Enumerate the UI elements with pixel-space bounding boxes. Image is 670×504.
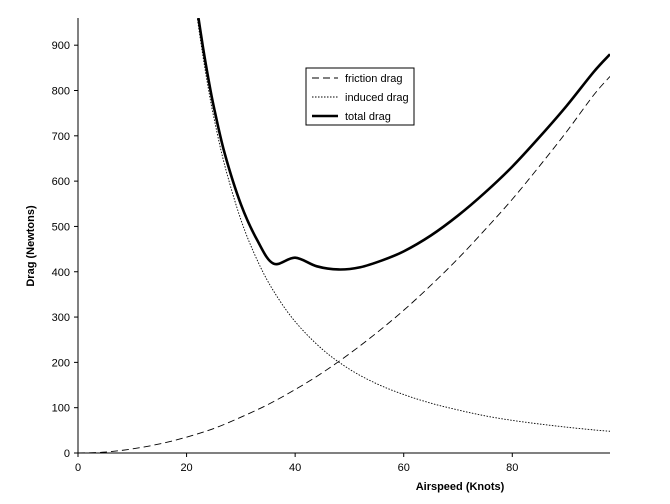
x-ticks: 0 20 40 60 80	[75, 453, 518, 474]
x-tick-label: 40	[289, 462, 301, 474]
y-tick-label: 900	[52, 40, 70, 52]
x-tick-label: 60	[398, 462, 410, 474]
series-line-total-drag	[197, 18, 610, 271]
series-layer	[78, 18, 610, 453]
legend-label-total-drag: total drag	[345, 111, 391, 123]
legend-label-friction-drag: friction drag	[345, 73, 402, 85]
x-tick-label: 20	[180, 462, 192, 474]
y-tick-label: 100	[52, 403, 70, 415]
x-tick-label: 80	[506, 462, 518, 474]
y-tick-label: 300	[52, 312, 70, 324]
y-axis-title: Drag (Newtons)	[25, 205, 37, 287]
x-tick-label: 0	[75, 462, 81, 474]
legend: friction drag induced drag total drag	[305, 67, 415, 126]
y-ticks: 0 100 200 300 400 500 600 700 800 900	[52, 40, 78, 460]
x-axis-title: Airspeed (Knots)	[416, 481, 505, 493]
y-tick-label: 500	[52, 221, 70, 233]
y-tick-label: 0	[64, 448, 70, 460]
y-tick-label: 700	[52, 131, 70, 143]
legend-label-induced-drag: induced drag	[345, 92, 409, 104]
y-tick-label: 600	[52, 176, 70, 188]
series-line-friction-drag	[78, 76, 610, 453]
y-tick-label: 200	[52, 357, 70, 369]
y-tick-label: 400	[52, 267, 70, 279]
series-line-induced-drag	[196, 18, 610, 432]
plot-area	[78, 18, 610, 453]
axes: 0 20 40 60 80 0 100 200 300 400 500 600 700 800 900	[52, 18, 610, 474]
y-tick-label: 800	[52, 86, 70, 98]
